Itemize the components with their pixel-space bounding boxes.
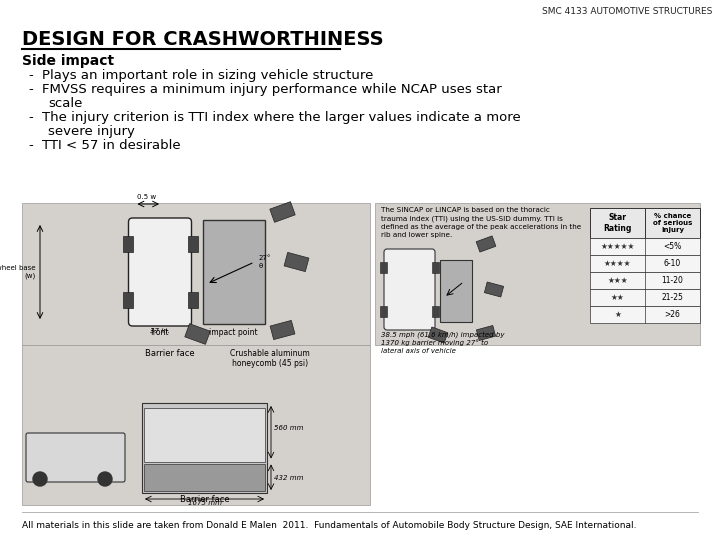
- Text: front: front: [150, 328, 169, 337]
- FancyBboxPatch shape: [128, 218, 192, 326]
- Text: Barrier face: Barrier face: [145, 349, 195, 358]
- Bar: [142, 403, 267, 493]
- Text: 27°
θ: 27° θ: [258, 255, 271, 268]
- Bar: [22, 345, 370, 505]
- Circle shape: [98, 472, 112, 486]
- Text: ★: ★: [614, 310, 621, 319]
- Bar: [122, 292, 132, 308]
- Bar: [590, 272, 700, 289]
- Bar: [380, 262, 387, 273]
- Text: ★★★: ★★★: [607, 276, 628, 285]
- Text: FMVSS requires a minimum injury performance while NCAP uses star: FMVSS requires a minimum injury performa…: [42, 83, 502, 96]
- Text: 11-20: 11-20: [662, 276, 683, 285]
- Text: 1675 mm: 1675 mm: [187, 500, 222, 506]
- Text: ★★★★★: ★★★★★: [600, 242, 635, 251]
- Text: Star
Rating: Star Rating: [603, 213, 631, 233]
- Text: wheel base
(w): wheel base (w): [0, 265, 36, 279]
- Text: All materials in this slide are taken from Donald E Malen  2011.  Fundamentals o: All materials in this slide are taken fr…: [22, 522, 636, 530]
- Bar: [375, 203, 700, 345]
- Text: TTI < 57 in desirable: TTI < 57 in desirable: [42, 139, 181, 152]
- Bar: [185, 323, 210, 345]
- Bar: [440, 260, 472, 322]
- Bar: [284, 252, 309, 272]
- Bar: [202, 220, 264, 324]
- Bar: [590, 255, 700, 272]
- Text: 6-10: 6-10: [664, 259, 681, 268]
- Bar: [432, 306, 439, 317]
- Bar: [477, 326, 495, 341]
- Bar: [485, 282, 503, 297]
- Bar: [22, 203, 370, 345]
- Bar: [270, 320, 295, 340]
- FancyBboxPatch shape: [384, 249, 435, 330]
- Bar: [187, 236, 197, 252]
- Text: 560 mm: 560 mm: [274, 424, 304, 431]
- Text: The SINCAP or LINCAP is based on the thoracic
trauma index (TTI) using the US-SI: The SINCAP or LINCAP is based on the tho…: [381, 207, 581, 238]
- Text: Plays an important role in sizing vehicle structure: Plays an important role in sizing vehicl…: [42, 69, 374, 82]
- Text: Side impact: Side impact: [22, 54, 114, 68]
- Bar: [432, 262, 439, 273]
- Text: The injury criterion is TTI index where the larger values indicate a more: The injury criterion is TTI index where …: [42, 111, 521, 124]
- Text: <5%: <5%: [663, 242, 682, 251]
- Text: Barrier face: Barrier face: [180, 495, 229, 504]
- Text: 21-25: 21-25: [662, 293, 683, 302]
- Text: DESIGN FOR CRASHWORTHINESS: DESIGN FOR CRASHWORTHINESS: [22, 30, 384, 49]
- Text: SMC 4133 AUTOMOTIVE STRUCTURES: SMC 4133 AUTOMOTIVE STRUCTURES: [541, 7, 712, 16]
- Text: scale: scale: [48, 97, 82, 110]
- Bar: [428, 327, 448, 343]
- Text: 37 in.: 37 in.: [150, 328, 170, 334]
- Text: -: -: [28, 139, 32, 152]
- Text: severe injury: severe injury: [48, 125, 135, 138]
- Text: -: -: [28, 69, 32, 82]
- Text: -: -: [28, 83, 32, 96]
- Bar: [590, 208, 700, 238]
- Bar: [122, 236, 132, 252]
- Bar: [476, 236, 496, 252]
- Text: 0.5 w: 0.5 w: [137, 194, 156, 200]
- Text: >26: >26: [665, 310, 680, 319]
- Bar: [144, 408, 265, 462]
- Bar: [380, 306, 387, 317]
- Text: ★★: ★★: [611, 293, 624, 302]
- Text: ★★★★: ★★★★: [604, 259, 631, 268]
- Text: Crushable aluminum
honeycomb (45 psi): Crushable aluminum honeycomb (45 psi): [230, 349, 310, 368]
- Bar: [590, 238, 700, 255]
- Text: -: -: [28, 111, 32, 124]
- Bar: [270, 201, 295, 222]
- Text: 38.5 mph (61.6 km/h) impacted by
1370 kg barrier moving 27° to
lateral axis of v: 38.5 mph (61.6 km/h) impacted by 1370 kg…: [381, 331, 505, 354]
- Bar: [590, 289, 700, 306]
- Text: % chance
of serious
injury: % chance of serious injury: [653, 213, 692, 233]
- Circle shape: [33, 472, 47, 486]
- Bar: [590, 306, 700, 323]
- Bar: [187, 292, 197, 308]
- FancyBboxPatch shape: [26, 433, 125, 482]
- Bar: [144, 464, 265, 491]
- Text: impact point: impact point: [210, 328, 258, 337]
- Text: 432 mm: 432 mm: [274, 475, 304, 481]
